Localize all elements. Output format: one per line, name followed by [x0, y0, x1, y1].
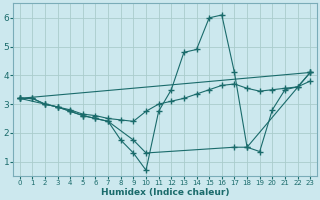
X-axis label: Humidex (Indice chaleur): Humidex (Indice chaleur) [101, 188, 229, 197]
